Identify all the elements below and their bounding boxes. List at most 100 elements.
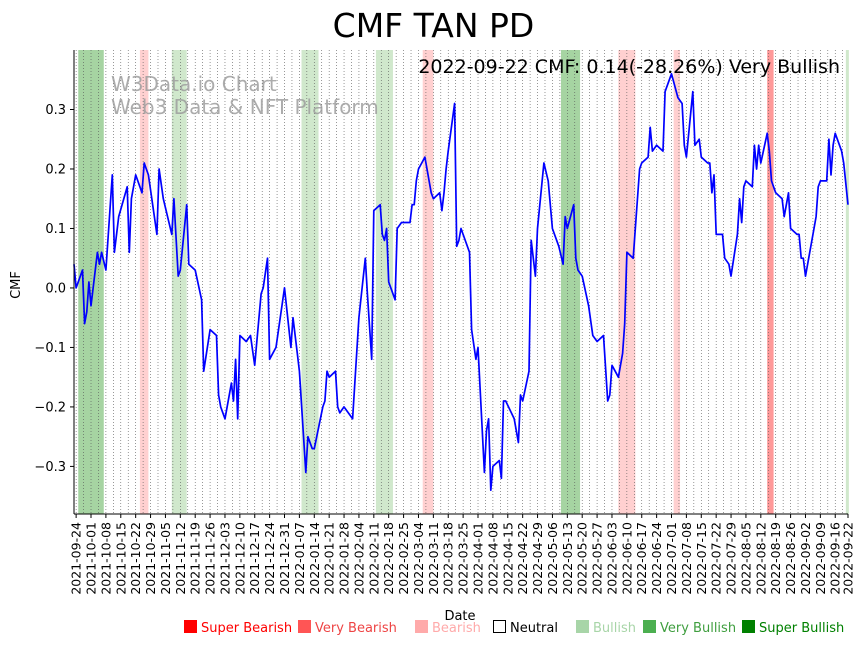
legend-label: Very Bullish — [660, 621, 737, 636]
x-tick-label: 2022-05-27 — [590, 522, 605, 595]
x-tick-label: 2022-05-13 — [560, 522, 575, 595]
band-bullish — [171, 50, 187, 514]
band-bearish — [673, 50, 681, 514]
x-tick-label: 2022-01-14 — [307, 522, 322, 595]
vertical-grid — [75, 50, 843, 514]
legend-label: Bullish — [593, 621, 637, 636]
x-tick-label: 2021-11-26 — [203, 522, 218, 595]
x-tick-label: 2022-08-26 — [783, 522, 798, 595]
x-tick-label: 2021-10-29 — [143, 522, 158, 595]
y-axis-label: CMF — [9, 271, 24, 299]
band-very-bullish — [560, 50, 581, 514]
x-tick-label: 2021-10-01 — [84, 522, 99, 595]
x-tick-label: 2022-04-15 — [500, 522, 515, 595]
x-tick-label: 2022-02-25 — [396, 522, 411, 595]
y-tick-label: −0.1 — [34, 341, 66, 356]
x-tick-label: 2022-08-19 — [768, 522, 783, 595]
x-tick-label: 2022-01-28 — [337, 522, 352, 595]
x-tick-label: 2022-09-02 — [798, 522, 813, 595]
x-tick-label: 2022-02-04 — [351, 522, 366, 595]
watermark-line-1: W3Data.io Chart — [111, 72, 277, 96]
x-tick-label: 2022-01-07 — [292, 522, 307, 595]
x-tick-label: 2022-05-20 — [575, 522, 590, 595]
y-tick-label: 0.0 — [45, 281, 66, 296]
cmf-line — [73, 72, 849, 492]
band-bearish — [139, 50, 149, 514]
legend-label: Bearish — [432, 621, 481, 636]
band-very-bearish — [767, 50, 774, 514]
x-tick-label: 2021-12-17 — [247, 522, 262, 595]
signal-bands — [78, 50, 849, 514]
x-tick-label: 2021-10-22 — [128, 522, 143, 595]
legend-item: Super Bearish — [184, 620, 292, 636]
x-tick-label: 2021-11-12 — [173, 522, 188, 595]
x-tick-label: 2022-03-11 — [426, 522, 441, 595]
legend-label: Super Bullish — [759, 621, 845, 636]
legend-item: Bullish — [576, 620, 636, 636]
x-axis-label: Date — [444, 609, 475, 624]
watermark-line-2: Web3 Data & NFT Platform — [111, 95, 379, 119]
x-tick-label: 2022-08-12 — [753, 522, 768, 595]
x-tick-label: 2022-02-11 — [366, 522, 381, 595]
legend-swatch — [415, 620, 428, 633]
x-tick-label: 2022-07-15 — [694, 522, 709, 595]
legend-item: Very Bearish — [298, 620, 397, 636]
x-tick-label: 2022-05-06 — [545, 522, 560, 595]
legend-item: Neutral — [493, 620, 558, 636]
y-tick-label: 0.3 — [45, 103, 66, 118]
legend-item: Bearish — [415, 620, 481, 636]
y-tick-label: 0.2 — [45, 162, 66, 177]
x-tick-label: 2021-10-15 — [113, 522, 128, 595]
legend-item: Super Bullish — [742, 620, 844, 636]
band-bearish — [422, 50, 434, 514]
legend-swatch — [576, 620, 589, 633]
x-tick-label: 2022-04-29 — [530, 522, 545, 595]
x-tick-label: 2022-07-22 — [709, 522, 724, 595]
x-tick-label: 2022-03-18 — [441, 522, 456, 595]
x-tick-label: 2022-07-29 — [724, 522, 739, 595]
x-tick-label: 2022-06-03 — [604, 522, 619, 595]
x-tick-label: 2021-11-19 — [188, 522, 203, 595]
legend-swatch — [184, 620, 197, 633]
x-tick-label: 2022-01-21 — [322, 522, 337, 595]
x-tick-label: 2021-09-24 — [69, 522, 84, 595]
x-tick-label: 2021-12-24 — [262, 522, 277, 595]
x-tick-label: 2021-11-05 — [158, 522, 173, 595]
legend: Super Bearish Very Bearish Bearish Neutral B… — [0, 620, 867, 640]
legend-swatch — [643, 620, 656, 633]
x-tick-label: 2022-07-08 — [679, 522, 694, 595]
x-tick-label: 2022-04-08 — [485, 522, 500, 595]
x-tick-label: 2022-03-25 — [456, 522, 471, 595]
y-tick-label: −0.2 — [34, 400, 66, 415]
legend-label: Neutral — [510, 621, 558, 636]
legend-swatch — [493, 620, 506, 633]
x-tick-label: 2021-12-31 — [277, 522, 292, 595]
legend-swatch — [298, 620, 311, 633]
x-tick-label: 2022-06-24 — [649, 522, 664, 595]
x-tick-label: 2021-10-08 — [98, 522, 113, 595]
x-tick-label: 2022-02-18 — [381, 522, 396, 595]
x-tick-label: 2021-12-10 — [232, 522, 247, 595]
band-bullish — [845, 50, 849, 514]
x-tick-label: 2022-06-10 — [619, 522, 634, 595]
legend-label: Super Bearish — [201, 621, 293, 636]
x-tick-label: 2022-06-17 — [634, 522, 649, 595]
x-tick-label: 2022-09-16 — [828, 522, 843, 595]
x-tick-label: 2022-03-04 — [411, 522, 426, 595]
cmf-series — [73, 72, 849, 492]
legend-swatch — [742, 620, 755, 633]
x-tick-label: 2022-04-01 — [471, 522, 486, 595]
band-bullish — [375, 50, 393, 514]
y-tick-label: 0.1 — [45, 222, 66, 237]
x-tick-label: 2022-08-05 — [738, 522, 753, 595]
x-tick-label: 2022-04-22 — [515, 522, 530, 595]
x-tick-label: 2022-09-22 — [841, 522, 856, 595]
x-tick-label: 2022-07-01 — [664, 522, 679, 595]
chart-title: CMF TAN PD — [333, 6, 535, 45]
x-tick-label: 2021-12-03 — [217, 522, 232, 595]
legend-item: Very Bullish — [643, 620, 736, 636]
legend-label: Very Bearish — [315, 621, 397, 636]
latest-annotation: 2022-09-22 CMF: 0.14(-28.26%) Very Bulli… — [418, 56, 840, 78]
